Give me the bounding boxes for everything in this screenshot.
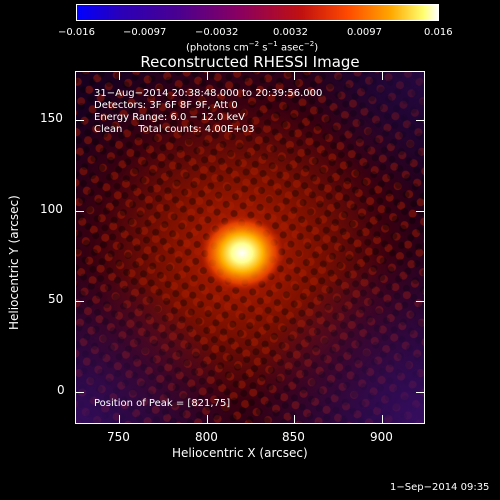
info-line: Detectors: 3F 6F 8F 9F, Att 0 <box>94 100 238 111</box>
colorbar-tick: −0.0097 <box>123 27 167 38</box>
y-axis-label: Heliocentric Y (arcsec) <box>7 195 21 330</box>
info-line: Clean Total counts: 4.00E+03 <box>94 124 255 135</box>
info-line: Energy Range: 6.0 − 12.0 keV <box>94 112 245 123</box>
colorbar-tick: −0.016 <box>58 27 96 38</box>
x-tick-label: 750 <box>107 430 130 444</box>
x-tick-label: 800 <box>195 430 218 444</box>
y-tick-label: 50 <box>48 292 64 306</box>
colorbar-unit: (photons cm−2 s−1 asec−2) <box>186 40 319 54</box>
x-axis-label: Heliocentric X (arcsec) <box>172 446 308 460</box>
rhessi-image: 31−Aug−2014 20:38:48.000 to 20:39:56.000… <box>75 71 425 424</box>
colorbar <box>76 4 439 21</box>
colorbar-tick: 0.016 <box>424 27 453 38</box>
image-title: Reconstructed RHESSI Image <box>140 53 360 71</box>
colorbar-tick: 0.0032 <box>273 27 308 38</box>
timestamp: 1−Sep−2014 09:35 <box>390 482 490 493</box>
peak-position: Position of Peak = [821,75] <box>94 398 231 409</box>
image-map <box>76 72 424 423</box>
info-line: 31−Aug−2014 20:38:48.000 to 20:39:56.000 <box>94 88 323 99</box>
y-tick-label: 100 <box>40 202 63 216</box>
x-tick-label: 900 <box>370 430 393 444</box>
y-tick-label: 150 <box>40 111 63 125</box>
x-tick-label: 850 <box>282 430 305 444</box>
y-tick-label: 0 <box>57 383 65 397</box>
colorbar-tick: 0.0097 <box>347 27 382 38</box>
colorbar-tick: −0.0032 <box>195 27 239 38</box>
